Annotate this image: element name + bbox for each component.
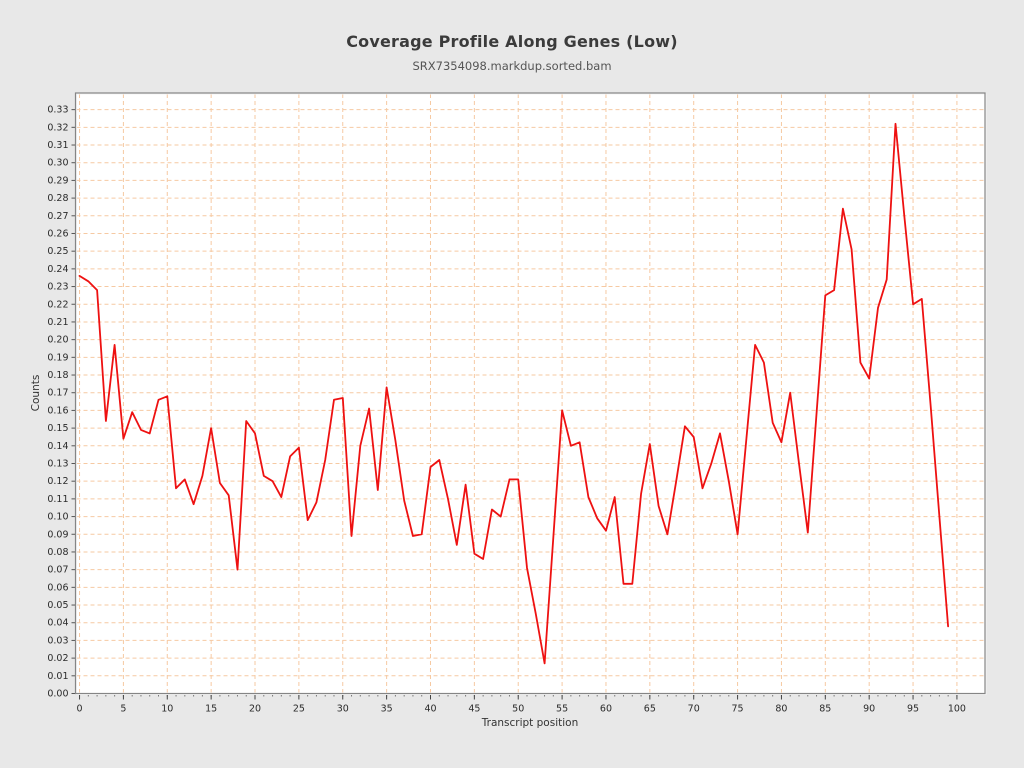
chart-subtitle: SRX7354098.markdup.sorted.bam: [412, 59, 612, 73]
x-tick-label: 100: [948, 704, 966, 715]
y-tick-label: 0.23: [47, 282, 68, 293]
x-tick-label: 65: [644, 704, 656, 715]
y-tick-label: 0.18: [47, 370, 68, 381]
y-tick-label: 0.01: [47, 671, 68, 682]
y-tick-label: 0.21: [47, 317, 68, 328]
x-tick-label: 90: [863, 704, 875, 715]
y-tick-label: 0.02: [47, 653, 68, 664]
y-tick-label: 0.17: [47, 388, 68, 399]
y-tick-label: 0.20: [47, 335, 68, 346]
x-tick-label: 15: [205, 704, 217, 715]
plot-frame-highlight: [76, 93, 987, 695]
y-tick-label: 0.07: [47, 565, 68, 576]
y-tick-label: 0.10: [47, 512, 68, 523]
y-tick-label: 0.06: [47, 582, 68, 593]
y-tick-label: 0.13: [47, 458, 68, 469]
x-tick-label: 5: [120, 704, 126, 715]
x-tick-label: 20: [249, 704, 261, 715]
x-tick-label: 75: [732, 704, 744, 715]
y-tick-label: 0.03: [47, 635, 68, 646]
y-tick-label: 0.05: [47, 600, 68, 611]
x-tick-label: 0: [77, 704, 83, 715]
x-tick-label: 50: [512, 704, 524, 715]
y-tick-label: 0.33: [47, 105, 68, 116]
y-tick-label: 0.30: [47, 158, 68, 169]
y-tick-label: 0.08: [47, 547, 68, 558]
plot-background: [75, 93, 985, 694]
x-tick-label: 40: [424, 704, 436, 715]
chart-title: Coverage Profile Along Genes (Low): [346, 32, 678, 51]
y-tick-label: 0.19: [47, 352, 68, 363]
y-tick-label: 0.12: [47, 476, 68, 487]
y-tick-label: 0.09: [47, 529, 68, 540]
x-tick-label: 95: [907, 704, 919, 715]
x-tick-label: 55: [556, 704, 568, 715]
y-tick-label: 0.32: [47, 122, 68, 133]
y-tick-label: 0.31: [47, 140, 68, 151]
plot-frame: [74, 92, 986, 695]
coverage-line: [78, 122, 949, 665]
x-tick-label: 70: [688, 704, 700, 715]
y-tick-label: 0.04: [47, 618, 68, 629]
y-tick-label: 0.24: [47, 264, 68, 275]
x-tick-label: 85: [819, 704, 831, 715]
x-tick-label: 25: [293, 704, 305, 715]
x-tick-label: 35: [381, 704, 393, 715]
y-tick-label: 0.22: [47, 299, 68, 310]
y-tick-label: 0.29: [47, 175, 68, 186]
y-tick-label: 0.25: [47, 246, 68, 257]
y-tick-label: 0.00: [47, 689, 68, 700]
x-tick-label: 45: [468, 704, 480, 715]
x-axis-title: Transcript position: [481, 717, 579, 729]
x-tick-label: 10: [161, 704, 173, 715]
y-tick-label: 0.28: [47, 193, 68, 204]
y-tick-label: 0.14: [47, 441, 68, 452]
y-tick-label: 0.15: [47, 423, 68, 434]
x-tick-label: 60: [600, 704, 612, 715]
y-tick-label: 0.26: [47, 228, 68, 239]
y-tick-label: 0.11: [47, 494, 68, 505]
x-tick-label: 80: [775, 704, 787, 715]
y-tick-label: 0.27: [47, 211, 68, 222]
y-tick-label: 0.16: [47, 405, 68, 416]
x-tick-label: 30: [337, 704, 349, 715]
